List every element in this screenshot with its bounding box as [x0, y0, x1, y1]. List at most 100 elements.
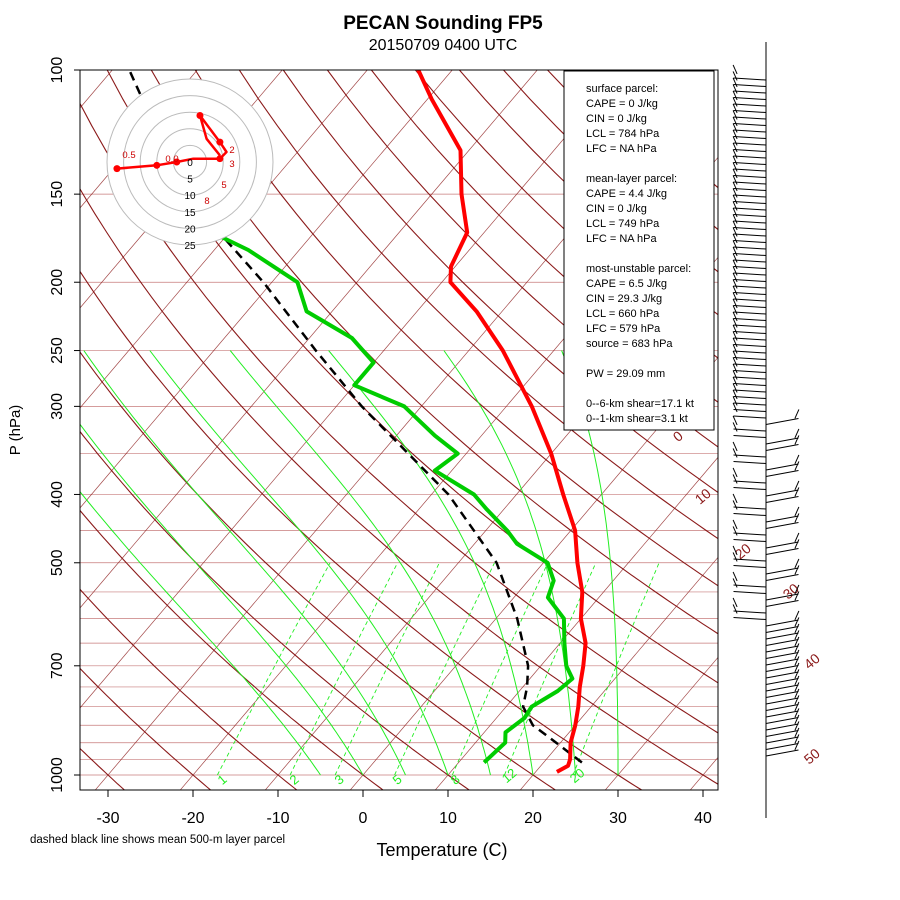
isotherm-line [80, 70, 623, 709]
mixing-ratio-line [289, 562, 398, 776]
wind-barbs [732, 42, 800, 818]
x-tick-label: 10 [439, 810, 457, 827]
wind-barb [733, 435, 767, 438]
y-tick-label: 250 [49, 337, 66, 364]
wind-barb [733, 513, 767, 516]
wind-barb [733, 266, 767, 269]
dry-adiabat [80, 187, 718, 785]
wind-barb [733, 539, 767, 542]
wind-barb-feather [732, 168, 738, 179]
wind-barb [733, 617, 767, 620]
wind-barb [765, 710, 799, 718]
wind-barb-feather [732, 493, 738, 504]
wind-barb-feather [794, 539, 800, 549]
wind-barb [733, 162, 767, 165]
wind-barb [733, 461, 767, 464]
wind-barb-feather [732, 571, 738, 582]
hodograph-ring-label: 10 [184, 191, 196, 202]
stats-line: CIN = 0 J/kg [586, 203, 647, 215]
mixing-ratio-line [572, 562, 660, 776]
moist-adiabat [561, 350, 619, 775]
y-tick-label: 400 [49, 481, 66, 508]
x-tick-label: -30 [96, 810, 119, 827]
wind-barb [733, 246, 767, 250]
wind-barb [765, 626, 799, 633]
wind-barb [765, 444, 799, 451]
wind-barb [733, 370, 767, 373]
wind-barb [733, 279, 767, 282]
wind-barb-feather [732, 357, 738, 367]
wind-barb [733, 506, 767, 510]
dewpoint-profile-line [211, 230, 575, 764]
wind-barb [765, 639, 799, 646]
isotherm-line [520, 556, 718, 790]
wind-barb-feather [794, 558, 800, 569]
wind-barb [733, 142, 767, 146]
wind-barb-feather [732, 279, 738, 289]
wind-barb [733, 591, 767, 594]
wind-barb-feather [794, 591, 800, 601]
wind-barb [733, 259, 767, 263]
wind-barb [765, 600, 799, 607]
wind-barb [733, 129, 767, 133]
wind-barb [733, 409, 767, 412]
wind-barb-feather [732, 201, 738, 211]
wind-barb [733, 116, 767, 120]
wind-barb [733, 233, 767, 237]
y-tick-label: 1000 [49, 757, 66, 793]
stats-line: LCL = 660 hPa [586, 308, 660, 320]
y-tick-label: 150 [49, 181, 66, 208]
stats-line: LCL = 749 hPa [586, 218, 660, 230]
y-tick-label: 500 [49, 549, 66, 576]
wind-barb [733, 584, 767, 588]
dry-adiabat-label: 50 [801, 745, 823, 767]
wind-barb-feather [732, 149, 738, 159]
wind-barb-feather [794, 610, 800, 621]
moist-adiabat [80, 490, 321, 776]
wind-barb [733, 428, 767, 432]
chart-title: PECAN Sounding FP5 [343, 13, 543, 34]
wind-barb-feather [794, 675, 800, 686]
wind-barb [733, 350, 767, 354]
wind-barb [733, 110, 767, 113]
stats-line: most-unstable parcel: [586, 263, 691, 275]
wind-barb-feather [732, 337, 738, 348]
wind-barb-feather [732, 552, 738, 562]
y-tick-label: 300 [49, 393, 66, 420]
wind-barb [765, 496, 799, 503]
stats-line: LFC = NA hPa [586, 233, 658, 245]
wind-barb-feather [732, 116, 738, 127]
hodograph-point [113, 165, 121, 173]
wind-barb-feather [732, 90, 738, 101]
wind-barb-feather [732, 370, 738, 380]
wind-barb-feather [732, 389, 738, 400]
wind-barb [733, 610, 767, 614]
wind-barb [733, 175, 767, 178]
stats-line: source = 683 hPa [586, 338, 673, 350]
wind-barb-feather [794, 662, 800, 673]
dry-adiabat [80, 667, 211, 790]
stats-box: surface parcel: CAPE = 0 J/kg CIN = 0 J/kg… [563, 70, 715, 431]
y-tick-label: 200 [49, 269, 66, 296]
hodograph-ring-label: 15 [184, 208, 196, 219]
x-tick-label: 0 [359, 810, 368, 827]
wind-barb [733, 84, 767, 87]
wind-barb [733, 376, 767, 380]
wind-barb-feather [732, 188, 738, 198]
wind-barb [733, 253, 767, 256]
mixing-ratio-line [216, 562, 331, 776]
wind-barb-feather [794, 461, 800, 471]
wind-barb-feather [732, 64, 738, 75]
wind-barb-feather [732, 103, 738, 114]
wind-barb-feather [732, 162, 738, 172]
wind-barb-feather [732, 467, 738, 478]
hodograph-height-label: 8 [204, 196, 209, 207]
wind-barb-feather [732, 266, 738, 276]
wind-barb-feather [732, 331, 738, 341]
wind-barb-feather [732, 142, 738, 153]
wind-barb-feather [794, 695, 800, 705]
wind-barb-feather [732, 207, 738, 218]
wind-barb-feather [732, 292, 738, 302]
wind-barb-feather [732, 350, 738, 361]
